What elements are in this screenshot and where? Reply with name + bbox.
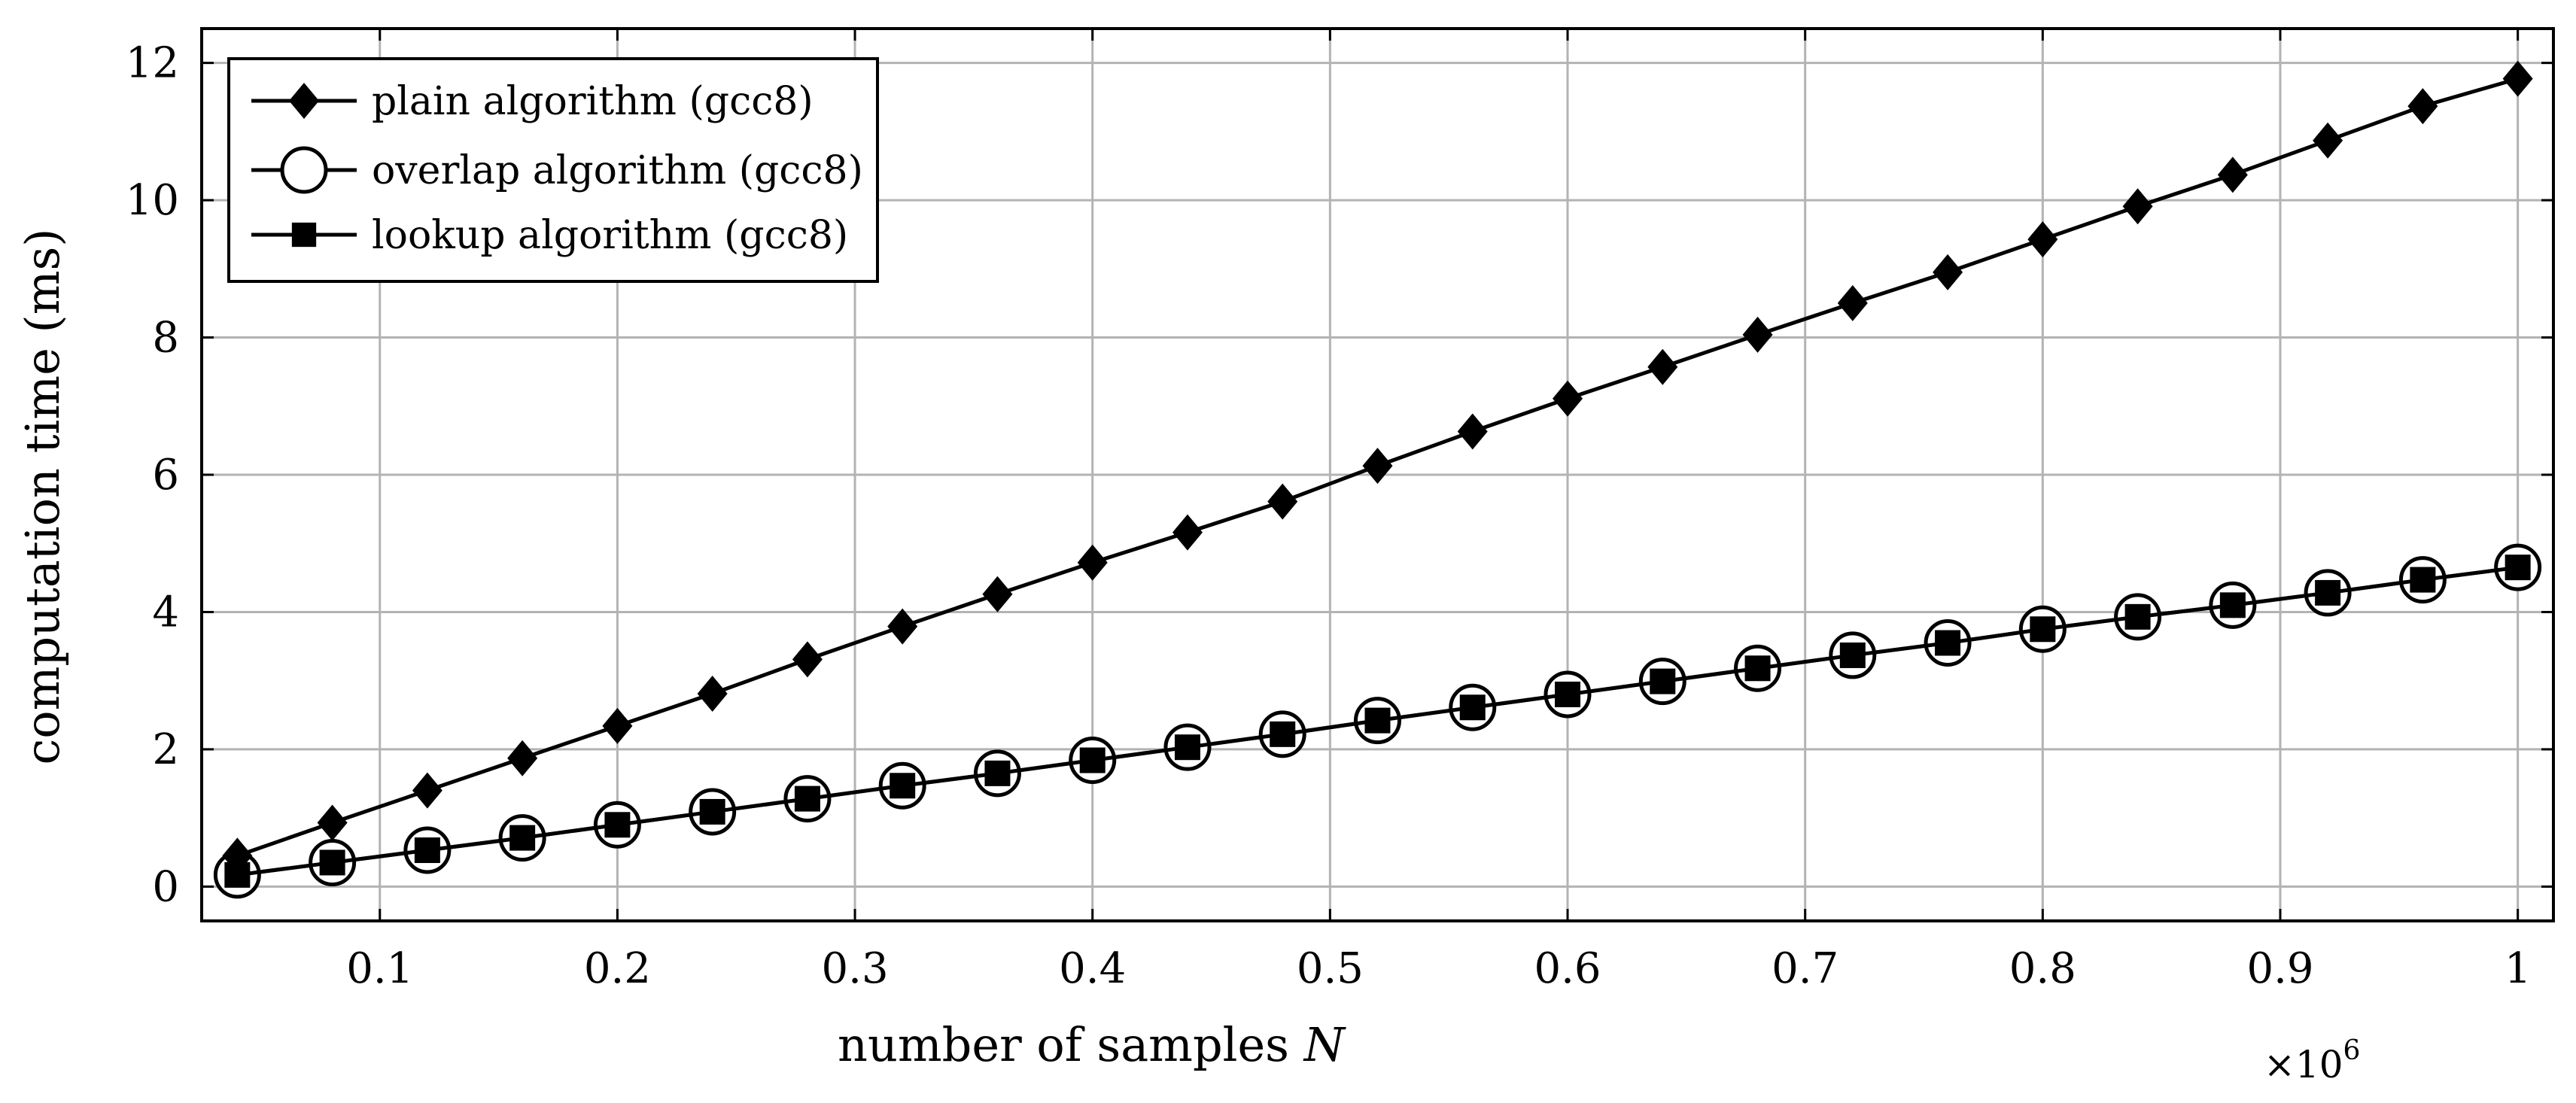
series-square — [224, 555, 2531, 888]
x-tick-label: 0.7 — [1772, 944, 1838, 993]
data-point-square — [2030, 616, 2056, 643]
legend: plain algorithm (gcc8) overlap algorithm … — [227, 57, 879, 283]
data-point-square — [1744, 655, 1771, 682]
data-point-diamond — [1933, 254, 1963, 290]
data-point-diamond — [2217, 156, 2248, 193]
x-axis-title-var: N — [1303, 1017, 1347, 1072]
data-point-diamond — [507, 740, 538, 776]
legend-marker-circle — [280, 146, 328, 194]
x-tick-label: 0.6 — [1534, 944, 1601, 993]
data-point-diamond — [2407, 88, 2438, 125]
data-point-diamond — [1457, 413, 1488, 450]
data-point-square — [509, 825, 536, 851]
data-point-square — [1364, 707, 1391, 734]
data-point-square — [1839, 642, 1866, 668]
data-point-square — [1270, 721, 1296, 747]
series-group — [213, 60, 2542, 899]
x-axis-title-text: number of samples — [838, 1017, 1289, 1072]
y-tick-label: 6 — [152, 451, 179, 500]
x-axis-multiplier-base: ×10 — [2264, 1043, 2343, 1086]
y-tick-label: 8 — [152, 314, 179, 363]
legend-label: plain algorithm (gcc8) — [372, 79, 814, 124]
data-point-diamond — [317, 804, 348, 841]
data-point-square — [890, 773, 916, 799]
legend-label: overlap algorithm (gcc8) — [372, 148, 863, 193]
data-point-square — [2505, 555, 2531, 581]
x-tick-label: 0.8 — [2009, 944, 2076, 993]
data-point-diamond — [2122, 188, 2153, 225]
y-tick-label: 10 — [126, 176, 179, 225]
data-point-diamond — [2313, 122, 2343, 159]
data-point-diamond — [602, 707, 633, 744]
data-point-diamond — [2027, 221, 2058, 258]
y-tick-label: 12 — [126, 39, 179, 88]
data-point-diamond — [982, 576, 1013, 612]
series-diamond — [222, 60, 2533, 874]
data-point-diamond — [1837, 284, 1868, 321]
data-point-square — [2315, 579, 2341, 606]
data-point-diamond — [2502, 60, 2533, 97]
y-tick-label: 2 — [152, 725, 179, 774]
data-point-diamond — [697, 676, 728, 713]
data-point-square — [1555, 681, 1581, 707]
data-point-square — [1079, 747, 1106, 773]
data-point-square — [1459, 694, 1486, 721]
y-tick-label: 0 — [152, 862, 179, 911]
data-point-diamond — [887, 608, 918, 645]
y-axis-title: computation time (ms) — [15, 229, 70, 765]
data-point-diamond — [1172, 514, 1203, 551]
x-axis-multiplier-exp: 6 — [2343, 1035, 2361, 1066]
data-point-diamond — [1553, 380, 1583, 417]
x-tick-label: 0.9 — [2246, 944, 2313, 993]
data-point-diamond — [1267, 483, 1298, 520]
data-point-diamond — [792, 641, 823, 678]
legend-label: lookup algorithm (gcc8) — [372, 213, 848, 258]
data-point-square — [1935, 630, 1961, 656]
data-point-square — [699, 798, 725, 825]
x-tick-label: 1 — [2505, 944, 2532, 993]
legend-marker-diamond — [289, 83, 319, 119]
data-point-square — [984, 760, 1011, 786]
x-axis-title: number of samples N — [838, 1017, 1347, 1072]
x-tick-label: 0.2 — [584, 944, 651, 993]
data-point-square — [2219, 592, 2246, 618]
data-point-diamond — [1362, 448, 1393, 485]
data-point-square — [604, 812, 631, 838]
x-tick-label: 0.5 — [1297, 944, 1364, 993]
data-point-square — [2410, 567, 2436, 593]
legend-marker-square — [291, 222, 317, 248]
data-point-diamond — [1077, 544, 1108, 581]
data-point-diamond — [1647, 348, 1678, 385]
data-point-square — [794, 785, 820, 812]
data-point-square — [414, 837, 440, 864]
y-tick-label: 4 — [152, 588, 179, 637]
data-point-diamond — [412, 772, 443, 809]
x-tick-label: 0.3 — [822, 944, 889, 993]
x-tick-label: 0.4 — [1059, 944, 1126, 993]
data-point-diamond — [1742, 316, 1773, 353]
data-point-square — [1174, 734, 1200, 761]
x-tick-label: 0.1 — [346, 944, 413, 993]
data-point-square — [319, 849, 345, 876]
data-point-diamond — [222, 837, 253, 874]
data-point-square — [2124, 603, 2151, 630]
data-point-square — [1650, 668, 1676, 694]
x-axis-multiplier: ×106 — [2264, 1035, 2360, 1086]
